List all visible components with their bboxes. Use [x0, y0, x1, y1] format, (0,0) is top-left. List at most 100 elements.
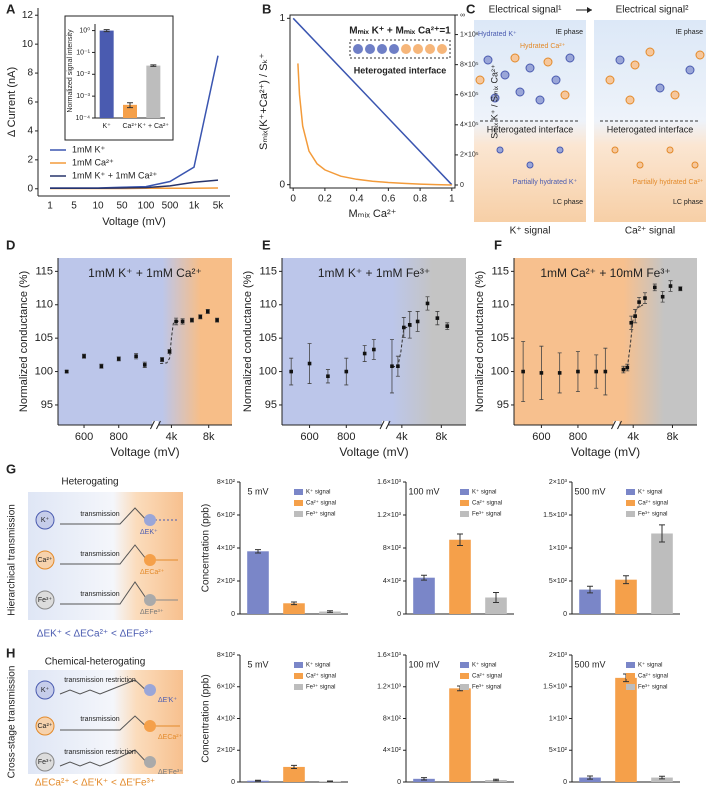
title: 5 mV	[247, 659, 268, 669]
legend-swatch	[294, 500, 303, 506]
ion	[377, 44, 387, 54]
point	[557, 371, 562, 375]
bar	[146, 65, 161, 118]
barrier	[60, 715, 151, 731]
y-tick-label: 4×10⁵	[460, 122, 479, 129]
axis-break	[149, 420, 161, 430]
fit-line	[391, 325, 412, 368]
point	[425, 301, 430, 306]
scheme-g: Heterogating Hierarchical transmission K…	[7, 477, 183, 640]
y-tick-label: 8×10²	[383, 715, 402, 722]
y-tick-label: 0	[563, 611, 567, 618]
y-tick-label: 105	[35, 332, 53, 344]
point	[621, 367, 626, 372]
label: LC phase	[673, 199, 703, 206]
bar	[283, 766, 305, 782]
legend-swatch	[294, 673, 303, 679]
inset-box	[349, 39, 451, 59]
y-tick-label: 1	[279, 13, 285, 24]
label: IE phase	[675, 29, 703, 36]
y-tick-label: 8×10⁵	[460, 61, 479, 68]
y-tick-label: 0	[279, 179, 285, 190]
x-tick-label: 0	[290, 194, 296, 205]
energy-order: ΔECa²⁺ < ΔE'K⁺ < ΔE'Fe³⁺	[35, 778, 155, 789]
x-tick-label: 8k	[667, 431, 679, 443]
ion	[144, 594, 156, 606]
legend-swatch	[626, 489, 635, 495]
ylabel: Concentration (ppb)	[201, 674, 212, 762]
ion	[144, 554, 156, 566]
x-tick-label: 1	[449, 194, 455, 205]
point	[142, 363, 147, 367]
y-tick-label: 6×10²	[217, 512, 236, 519]
y-tick-label: 8×10²	[217, 652, 236, 659]
y-tick-label: 2	[27, 154, 33, 165]
ion	[425, 44, 435, 54]
legend-label: K⁺ signal	[472, 489, 497, 496]
header: Electrical signal²	[616, 5, 689, 16]
x-tick-label: 800	[110, 431, 128, 443]
legend-label: Ca²⁺ signal	[638, 673, 668, 680]
plot-background	[514, 258, 697, 425]
y-tick-label: 0	[231, 779, 235, 786]
label: Ca²⁺ signal	[625, 226, 675, 237]
y-tick-label: 6	[27, 97, 33, 108]
point	[82, 354, 86, 358]
x-tick-label: 4k	[396, 431, 408, 443]
y-tick-label: 2×10³	[549, 652, 568, 659]
legend-label: K⁺ signal	[472, 662, 497, 669]
axis-break	[379, 420, 391, 430]
point	[633, 314, 637, 318]
legend-label: Fe³⁺ signal	[638, 511, 668, 518]
bar	[615, 677, 637, 782]
ion-label: Fe³⁺	[38, 759, 53, 766]
y-tick-label: 10	[22, 39, 34, 50]
ion	[144, 756, 156, 768]
y-tick-label: 110	[259, 299, 277, 311]
barrier	[59, 679, 151, 695]
legend-swatch	[294, 684, 303, 690]
error-bar	[493, 592, 499, 603]
point	[344, 369, 349, 374]
barrier	[60, 544, 151, 565]
y-tick-label: 6×10⁵	[460, 92, 479, 99]
y-tick-label: 1.5×10³	[543, 684, 568, 691]
y-tick-label: 100	[35, 365, 53, 377]
bar	[651, 777, 673, 782]
legend-swatch	[460, 500, 469, 506]
y-tick-label: 8×10²	[217, 479, 236, 486]
y-tick-label: 115	[35, 265, 53, 277]
label: Hydrated Ca²⁺	[520, 43, 566, 50]
panel-label: A	[6, 1, 16, 16]
error-bar	[327, 610, 333, 613]
point	[326, 374, 330, 379]
y-tick-label: 105	[259, 332, 277, 344]
bar	[283, 603, 305, 614]
y-tick-label: 1×10³	[549, 545, 568, 552]
label: LC phase	[553, 199, 583, 206]
y-tick-label: 0	[27, 183, 33, 194]
inset-formula: Mₘᵢₓ K⁺ + Mₘᵢₓ Ca²⁺=1	[349, 26, 451, 37]
error-bar	[255, 549, 261, 554]
y-tick-label: 4×10²	[217, 545, 236, 552]
barrier	[59, 749, 151, 767]
y-tick-label: 2×10²	[217, 747, 236, 754]
point	[637, 300, 641, 304]
y-tick-label: 4×10²	[217, 715, 236, 722]
ion	[35, 590, 55, 610]
step: transmission	[80, 551, 119, 558]
y-tick-label: 95	[497, 399, 509, 411]
header: Electrical signal¹	[489, 5, 562, 16]
error-bar	[659, 524, 665, 543]
point	[174, 319, 178, 324]
legend-swatch	[460, 684, 469, 690]
ion	[35, 716, 55, 736]
point	[415, 319, 420, 324]
y-tick-label: 4×10²	[383, 578, 402, 585]
step: transmission	[80, 716, 119, 723]
legend-swatch	[626, 684, 635, 690]
label: Heterogated interface	[487, 124, 574, 134]
legend-label: 1mM Ca²⁺	[72, 157, 114, 167]
legend-label: Ca²⁺ signal	[472, 673, 502, 680]
